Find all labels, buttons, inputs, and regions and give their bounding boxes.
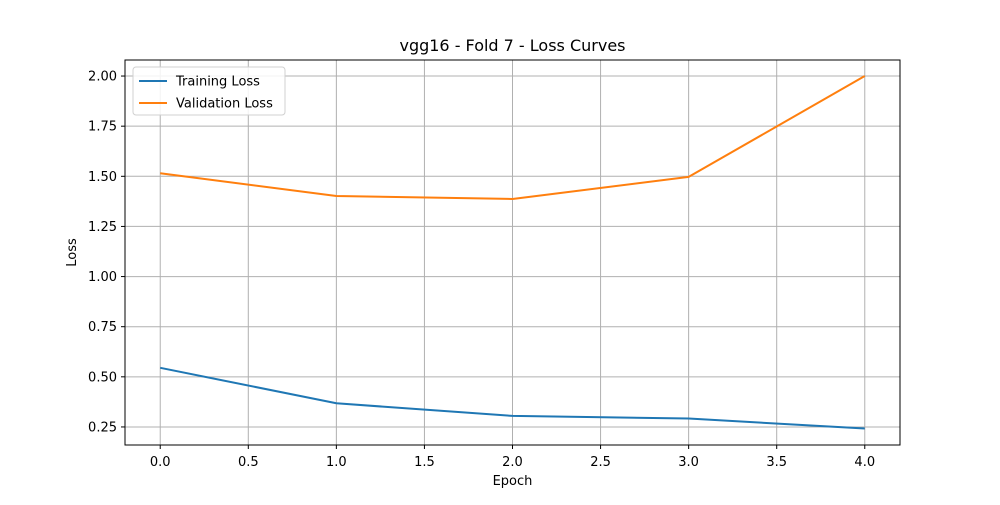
x-tick-label: 2.0 <box>502 455 523 470</box>
y-tick-label: 0.25 <box>88 420 117 435</box>
y-tick-label: 1.75 <box>88 120 117 135</box>
x-tick-label: 3.5 <box>766 455 787 470</box>
x-tick-label: 1.5 <box>414 455 435 470</box>
x-tick-label: 0.0 <box>150 455 171 470</box>
x-tick-label: 3.0 <box>678 455 699 470</box>
legend: Training Loss Validation Loss <box>133 67 285 115</box>
legend-label: Validation Loss <box>176 97 273 112</box>
y-tick-label: 2.00 <box>88 70 117 85</box>
y-axis-label: Loss <box>65 238 80 267</box>
y-tick-label: 1.50 <box>88 170 117 185</box>
y-tick-label: 0.75 <box>88 320 117 335</box>
x-tick-label: 4.0 <box>854 455 875 470</box>
x-tick-label: 2.5 <box>590 455 611 470</box>
y-tick-label: 1.25 <box>88 220 117 235</box>
x-tick-label: 0.5 <box>238 455 259 470</box>
y-tick-label: 1.00 <box>88 270 117 285</box>
x-tick-label: 1.0 <box>326 455 347 470</box>
legend-label: Training Loss <box>175 75 260 90</box>
chart-title: vgg16 - Fold 7 - Loss Curves <box>399 36 625 55</box>
y-tick-label: 0.50 <box>88 370 117 385</box>
x-axis-label: Epoch <box>493 474 533 489</box>
